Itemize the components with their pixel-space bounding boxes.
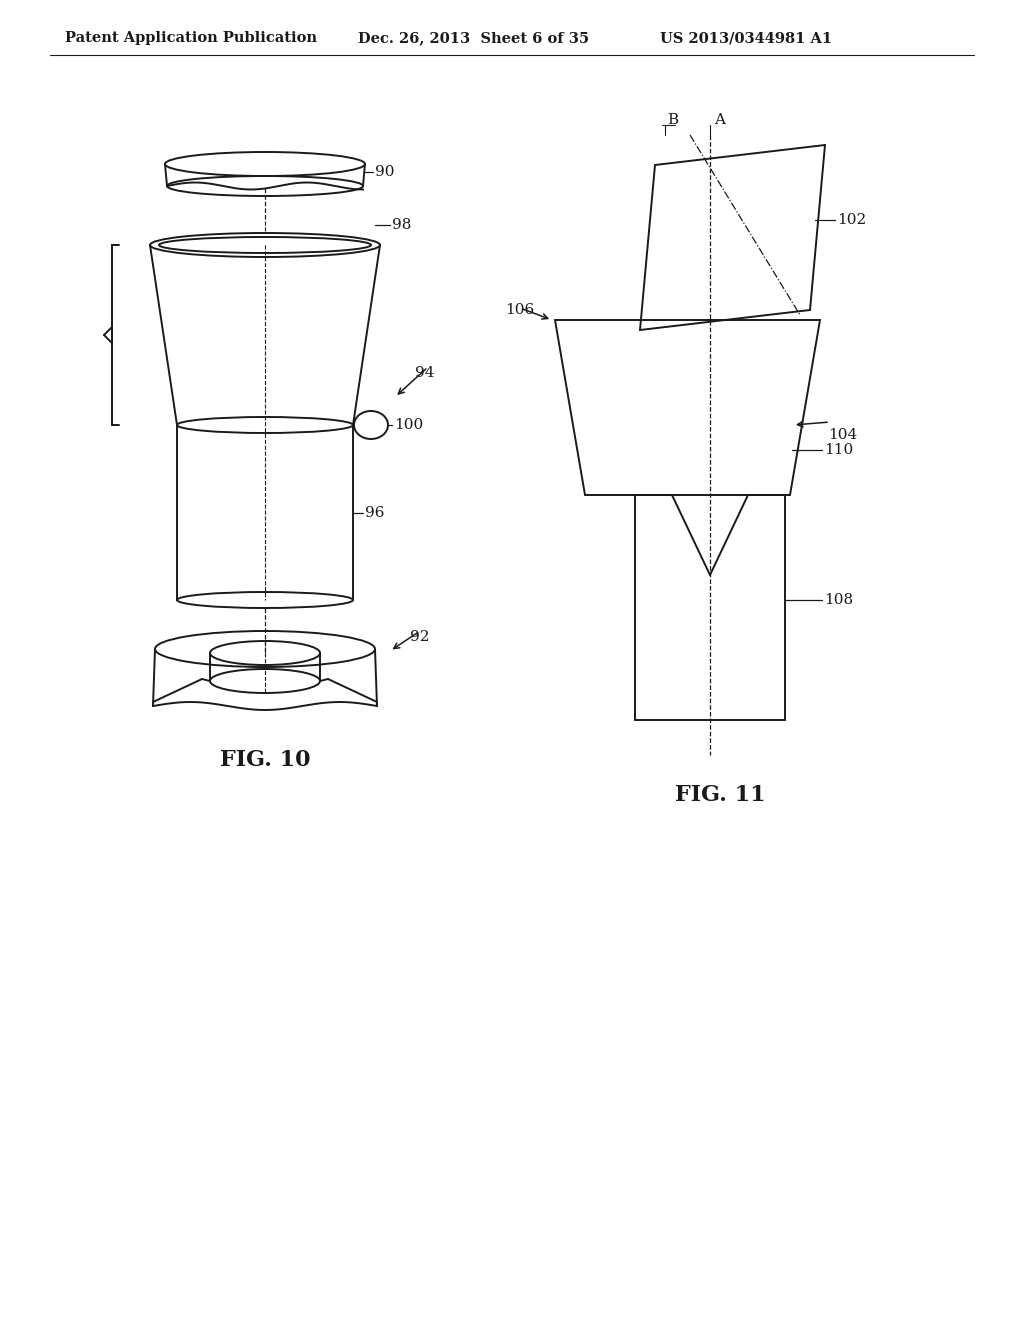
Text: 108: 108 xyxy=(824,593,853,607)
Text: 98: 98 xyxy=(392,218,412,232)
Text: A: A xyxy=(714,114,725,127)
Text: 94: 94 xyxy=(415,366,434,380)
Text: 104: 104 xyxy=(828,428,857,442)
Text: 102: 102 xyxy=(837,213,866,227)
Text: US 2013/0344981 A1: US 2013/0344981 A1 xyxy=(660,30,833,45)
Text: FIG. 11: FIG. 11 xyxy=(675,784,765,807)
Text: 106: 106 xyxy=(505,304,535,317)
Text: 96: 96 xyxy=(365,506,384,520)
Text: Patent Application Publication: Patent Application Publication xyxy=(65,30,317,45)
Text: 92: 92 xyxy=(410,630,429,644)
Text: B: B xyxy=(667,114,678,127)
Text: 100: 100 xyxy=(394,418,423,432)
Text: 90: 90 xyxy=(375,165,394,180)
Text: 110: 110 xyxy=(824,444,853,457)
Text: FIG. 10: FIG. 10 xyxy=(220,748,310,771)
Text: Dec. 26, 2013  Sheet 6 of 35: Dec. 26, 2013 Sheet 6 of 35 xyxy=(358,30,589,45)
